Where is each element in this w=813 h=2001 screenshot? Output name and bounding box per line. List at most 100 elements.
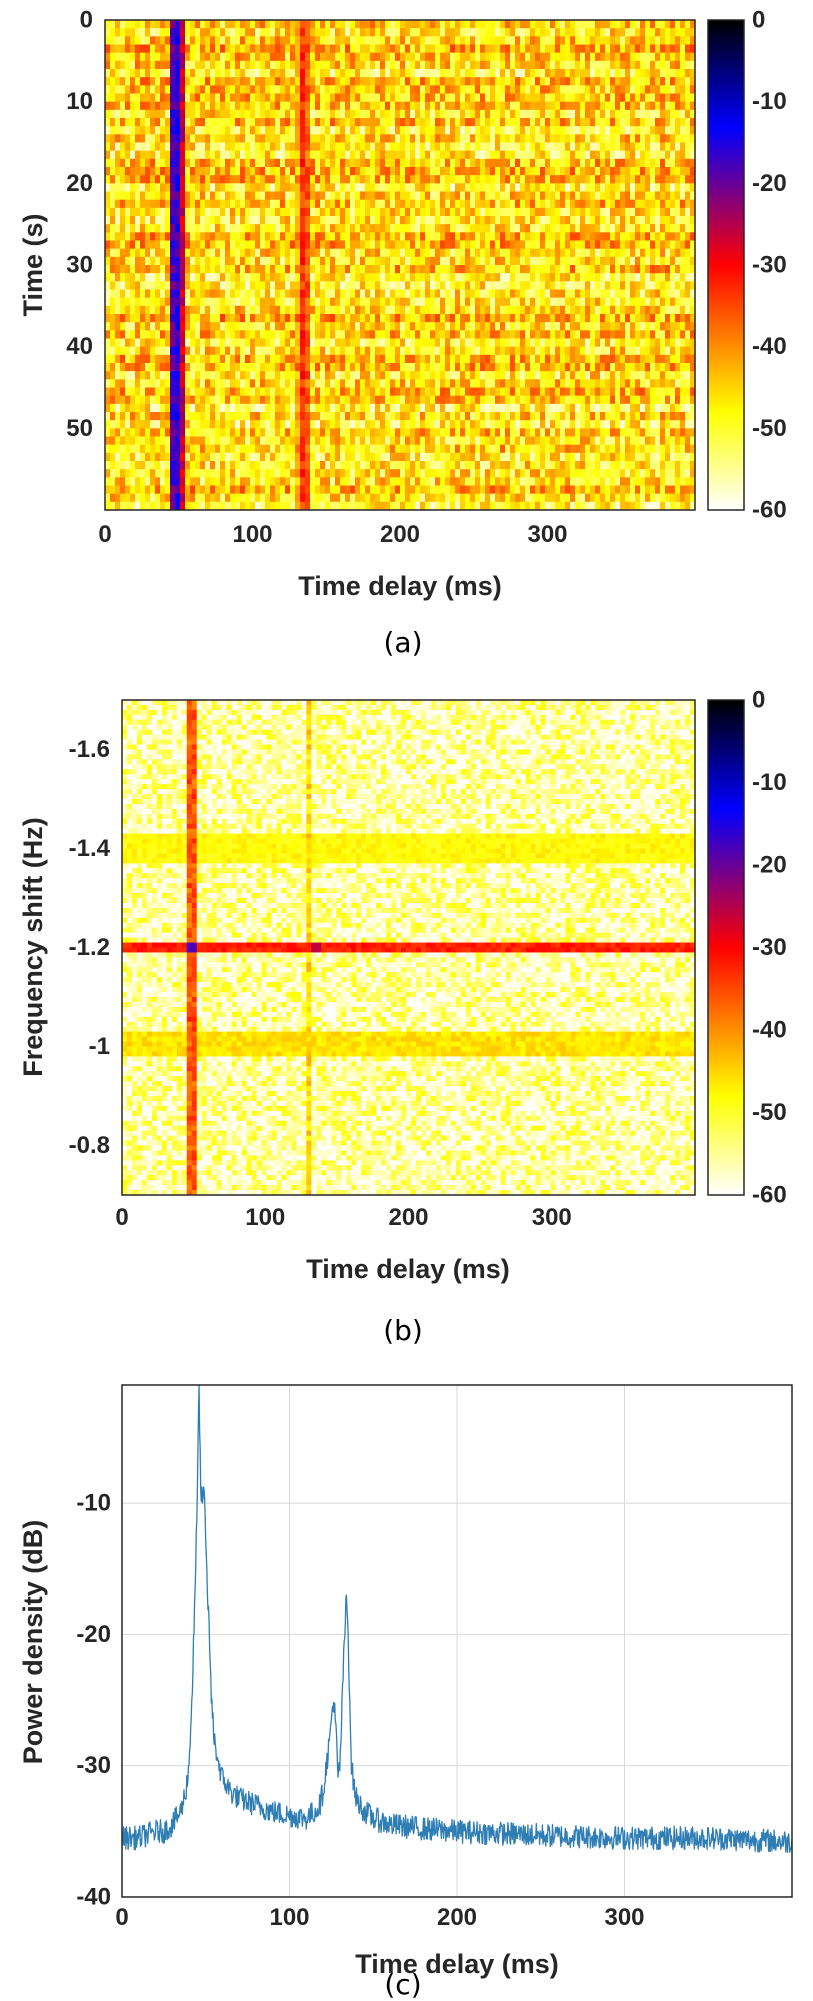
heatmap-cell bbox=[675, 183, 680, 192]
heatmap-cell bbox=[570, 94, 575, 103]
heatmap-cell bbox=[515, 232, 520, 241]
heatmap-cell bbox=[620, 143, 625, 152]
heatmap-cell bbox=[335, 69, 340, 78]
heatmap-cell bbox=[310, 77, 315, 86]
heatmap-cell bbox=[620, 69, 625, 78]
heatmap-cell bbox=[220, 85, 225, 94]
heatmap-cell bbox=[360, 28, 365, 37]
heatmap-cell bbox=[220, 216, 225, 225]
heatmap-cell bbox=[650, 192, 655, 201]
heatmap-cell bbox=[160, 175, 165, 184]
heatmap-cell bbox=[525, 110, 530, 119]
heatmap-cell bbox=[155, 151, 160, 160]
heatmap-cell bbox=[445, 36, 450, 45]
heatmap-cell bbox=[650, 200, 655, 209]
heatmap-cell bbox=[485, 118, 490, 127]
heatmap-cell bbox=[670, 208, 675, 217]
heatmap-cell bbox=[685, 183, 690, 192]
heatmap-cell bbox=[510, 200, 515, 209]
heatmap-cell bbox=[425, 208, 430, 217]
heatmap-cell bbox=[135, 85, 140, 94]
heatmap-cell bbox=[545, 208, 550, 217]
heatmap-cell bbox=[425, 126, 430, 135]
heatmap-cell bbox=[450, 167, 455, 176]
heatmap-cell bbox=[295, 20, 300, 29]
heatmap-cell bbox=[325, 224, 330, 233]
heatmap-cell bbox=[175, 61, 180, 70]
heatmap-cell bbox=[125, 118, 130, 127]
heatmap-cell bbox=[565, 61, 570, 70]
heatmap-cell bbox=[450, 28, 455, 37]
heatmap-cell bbox=[295, 200, 300, 209]
heatmap-cell bbox=[495, 36, 500, 45]
heatmap-cell bbox=[665, 126, 670, 135]
heatmap-cell bbox=[470, 53, 475, 62]
heatmap-cell bbox=[525, 85, 530, 94]
heatmap-cell bbox=[505, 208, 510, 217]
heatmap-cell bbox=[375, 151, 380, 160]
heatmap-cell bbox=[545, 110, 550, 119]
heatmap-cell bbox=[545, 69, 550, 78]
heatmap-cell bbox=[510, 77, 515, 86]
heatmap-cell bbox=[360, 94, 365, 103]
heatmap-cell bbox=[310, 110, 315, 119]
heatmap-cell bbox=[410, 118, 415, 127]
heatmap-cell bbox=[155, 232, 160, 241]
heatmap-cell bbox=[420, 126, 425, 135]
heatmap-cell bbox=[390, 216, 395, 225]
heatmap-cell bbox=[475, 151, 480, 160]
heatmap-cell bbox=[545, 53, 550, 62]
heatmap-cell bbox=[465, 28, 470, 37]
heatmap-cell bbox=[135, 102, 140, 111]
heatmap-cell bbox=[575, 151, 580, 160]
heatmap-cell bbox=[195, 110, 200, 119]
heatmap-cell bbox=[460, 28, 465, 37]
heatmap-cell bbox=[585, 110, 590, 119]
heatmap-cell bbox=[325, 126, 330, 135]
heatmap-cell bbox=[285, 45, 290, 54]
heatmap-cell bbox=[150, 36, 155, 45]
heatmap-cell bbox=[385, 183, 390, 192]
heatmap-cell bbox=[460, 167, 465, 176]
heatmap-cell bbox=[445, 200, 450, 209]
heatmap-cell bbox=[110, 167, 115, 176]
heatmap-cell bbox=[245, 28, 250, 37]
heatmap-cell bbox=[625, 167, 630, 176]
heatmap-cell bbox=[500, 175, 505, 184]
heatmap-cell bbox=[590, 126, 595, 135]
heatmap-cell bbox=[165, 69, 170, 78]
heatmap-cell bbox=[400, 192, 405, 201]
heatmap-cell bbox=[600, 143, 605, 152]
heatmap-cell bbox=[615, 183, 620, 192]
heatmap-cell bbox=[490, 53, 495, 62]
heatmap-cell bbox=[300, 126, 305, 135]
heatmap-cell bbox=[630, 94, 635, 103]
heatmap-cell bbox=[575, 183, 580, 192]
heatmap-cell bbox=[150, 200, 155, 209]
heatmap-cell bbox=[595, 118, 600, 127]
heatmap-cell bbox=[305, 36, 310, 45]
heatmap-cell bbox=[340, 94, 345, 103]
heatmap-cell bbox=[185, 94, 190, 103]
heatmap-cell bbox=[600, 192, 605, 201]
heatmap-cell bbox=[255, 126, 260, 135]
heatmap-cell bbox=[135, 77, 140, 86]
heatmap-cell bbox=[455, 192, 460, 201]
heatmap-cell bbox=[675, 208, 680, 217]
heatmap-cell bbox=[560, 232, 565, 241]
heatmap-cell bbox=[140, 192, 145, 201]
heatmap-cell bbox=[380, 200, 385, 209]
heatmap-cell bbox=[370, 143, 375, 152]
heatmap-cell bbox=[465, 53, 470, 62]
heatmap-cell bbox=[435, 61, 440, 70]
heatmap-cell bbox=[200, 216, 205, 225]
heatmap-cell bbox=[290, 175, 295, 184]
heatmap-cell bbox=[485, 61, 490, 70]
heatmap-cell bbox=[670, 175, 675, 184]
heatmap-cell bbox=[265, 143, 270, 152]
heatmap-cell bbox=[630, 151, 635, 160]
heatmap-cell bbox=[415, 61, 420, 70]
heatmap-cell bbox=[485, 216, 490, 225]
heatmap-cell bbox=[115, 69, 120, 78]
heatmap-cell bbox=[520, 36, 525, 45]
